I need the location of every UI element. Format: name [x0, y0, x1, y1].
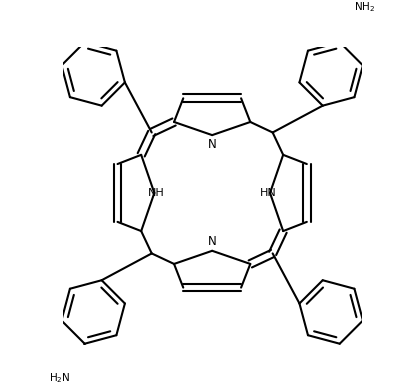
Text: NH: NH	[148, 188, 164, 198]
Text: H$_2$N: H$_2$N	[48, 372, 70, 385]
Text: HN: HN	[259, 188, 275, 198]
Text: NH$_2$: NH$_2$	[354, 0, 375, 14]
Text: N: N	[207, 138, 216, 151]
Text: N: N	[207, 235, 216, 248]
